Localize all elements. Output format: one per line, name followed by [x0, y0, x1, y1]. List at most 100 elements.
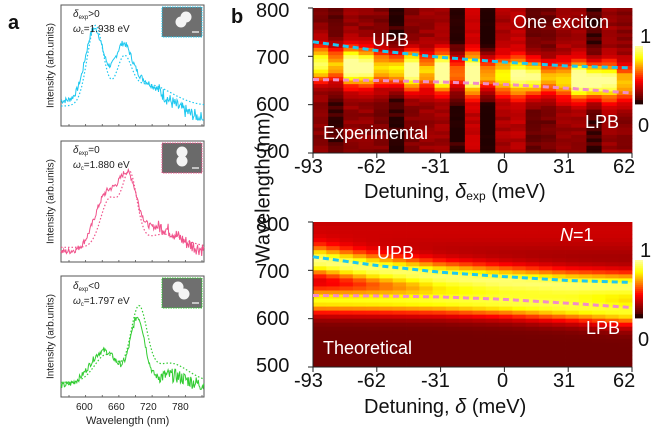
- omega-value: =1.797 eV: [83, 296, 130, 307]
- heatmap-cell: [472, 322, 487, 328]
- heatmap-cell: [392, 290, 407, 295]
- heatmap-cell: [525, 266, 540, 271]
- heatmap-cell: [464, 8, 481, 13]
- omega-value: =1.938 eV: [83, 24, 130, 35]
- heatmap-cell: [352, 278, 367, 283]
- heatmap-cell: [571, 142, 587, 147]
- heatmap-cell: [578, 226, 593, 231]
- heatmap-cell: [419, 290, 434, 295]
- heatmap-cell: [525, 302, 540, 307]
- heatmap-cell: [480, 120, 496, 125]
- omega-subscript: c: [80, 166, 84, 172]
- heatmap-cell: [352, 314, 367, 320]
- heatmap-cell: [618, 334, 633, 340]
- heatmap-cell: [565, 254, 580, 259]
- heatmap-cell: [495, 113, 511, 118]
- heatmap-cell: [464, 15, 481, 20]
- heatmap-cell: [388, 22, 405, 27]
- heatmap-cell: [392, 274, 407, 279]
- heatmap-cell: [552, 278, 566, 283]
- heatmap-cell: [605, 254, 620, 259]
- heatmap-cell: [406, 362, 420, 368]
- heatmap-cell: [343, 15, 359, 20]
- heatmap-cell: [586, 95, 603, 100]
- panel-b-letter: b: [231, 6, 244, 28]
- heatmap-cell: [480, 66, 496, 71]
- heatmap-cell: [499, 314, 513, 320]
- heatmap-cell: [538, 354, 553, 360]
- heatmap-cell: [343, 73, 359, 78]
- heatmap-cell: [499, 234, 513, 239]
- heatmap-cell: [449, 98, 466, 103]
- heatmap-cell: [404, 58, 420, 63]
- heatmap-cell: [499, 266, 513, 271]
- heatmap-cell: [352, 266, 367, 271]
- heatmap-cell: [525, 258, 540, 263]
- heatmap-cell: [352, 250, 367, 255]
- heatmap-cell: [434, 127, 451, 132]
- heatmap-cell: [510, 105, 527, 110]
- heatmap-cell: [499, 326, 513, 332]
- colorbar-top-min: 0: [638, 115, 650, 137]
- heatmap-cell: [379, 226, 394, 231]
- heatmap-cell: [480, 98, 496, 103]
- heatmap-cell: [388, 98, 405, 103]
- heatmap-plots: [308, 7, 643, 372]
- heatmap-cell: [432, 234, 447, 239]
- heatmap-cell: [419, 76, 435, 81]
- heatmap-cell: [480, 15, 496, 20]
- omega-subscript: c: [80, 302, 84, 308]
- heatmap-cell: [434, 40, 451, 45]
- heatmap-cell: [464, 51, 481, 56]
- heatmap-cell: [601, 58, 618, 63]
- spectrum-data-line: [60, 27, 204, 121]
- heatmap-cell: [388, 134, 405, 139]
- heatmap-cell: [328, 22, 344, 27]
- heatmap-cell: [586, 116, 603, 121]
- heatmap-cell: [313, 26, 329, 31]
- heatmap-cell: [510, 145, 527, 150]
- heatmap-cell: [495, 22, 511, 27]
- heatmap-cell: [601, 29, 618, 34]
- heatmap-cell: [445, 334, 460, 340]
- heatmap-top-title: One exciton: [513, 12, 610, 32]
- heatmap-cell: [328, 116, 344, 121]
- heatmap-cell: [406, 226, 420, 231]
- heatmap-cell: [525, 47, 542, 52]
- heatmap-cell: [499, 258, 513, 263]
- heatmap-cell: [512, 346, 527, 352]
- lpb-dashed-line: [312, 78, 631, 95]
- heatmap-cell: [571, 145, 587, 150]
- heatmap-cell: [540, 22, 557, 27]
- heatmap-cell: [388, 37, 405, 42]
- heatmap-cell: [343, 40, 359, 45]
- heatmap-cell: [366, 270, 380, 275]
- heatmap-cell: [605, 306, 620, 312]
- heatmap-cell: [432, 226, 447, 231]
- heatmap-cell: [406, 254, 420, 259]
- delta-relation: <0: [88, 281, 100, 292]
- heatmap-cell: [601, 149, 618, 154]
- heatmap-cell: [358, 33, 375, 38]
- heatmap-cell: [339, 298, 354, 303]
- heatmap-cell: [358, 87, 375, 92]
- heatmap-cell: [540, 47, 557, 52]
- heatmap-cell: [339, 342, 354, 348]
- heatmap-cell: [538, 294, 553, 299]
- heatmap-cell: [445, 242, 460, 247]
- heatmap-cell: [313, 8, 329, 13]
- heatmap-cell: [339, 250, 354, 255]
- heatmap-cell: [556, 51, 572, 56]
- heatmap-cell: [366, 278, 380, 283]
- heatmap-cell: [480, 84, 496, 89]
- heatmap-cell: [434, 29, 451, 34]
- heatmap-cell: [434, 33, 451, 38]
- heatmap-cell: [571, 149, 587, 154]
- heatmap-cell: [616, 145, 633, 150]
- heatmap-cell: [616, 127, 633, 132]
- heatmap-cell: [352, 294, 367, 299]
- heatmap-cell: [525, 346, 540, 352]
- heatmap-cell: [565, 302, 580, 307]
- heatmap-cell: [434, 69, 451, 74]
- heatmap-cell: [449, 73, 466, 78]
